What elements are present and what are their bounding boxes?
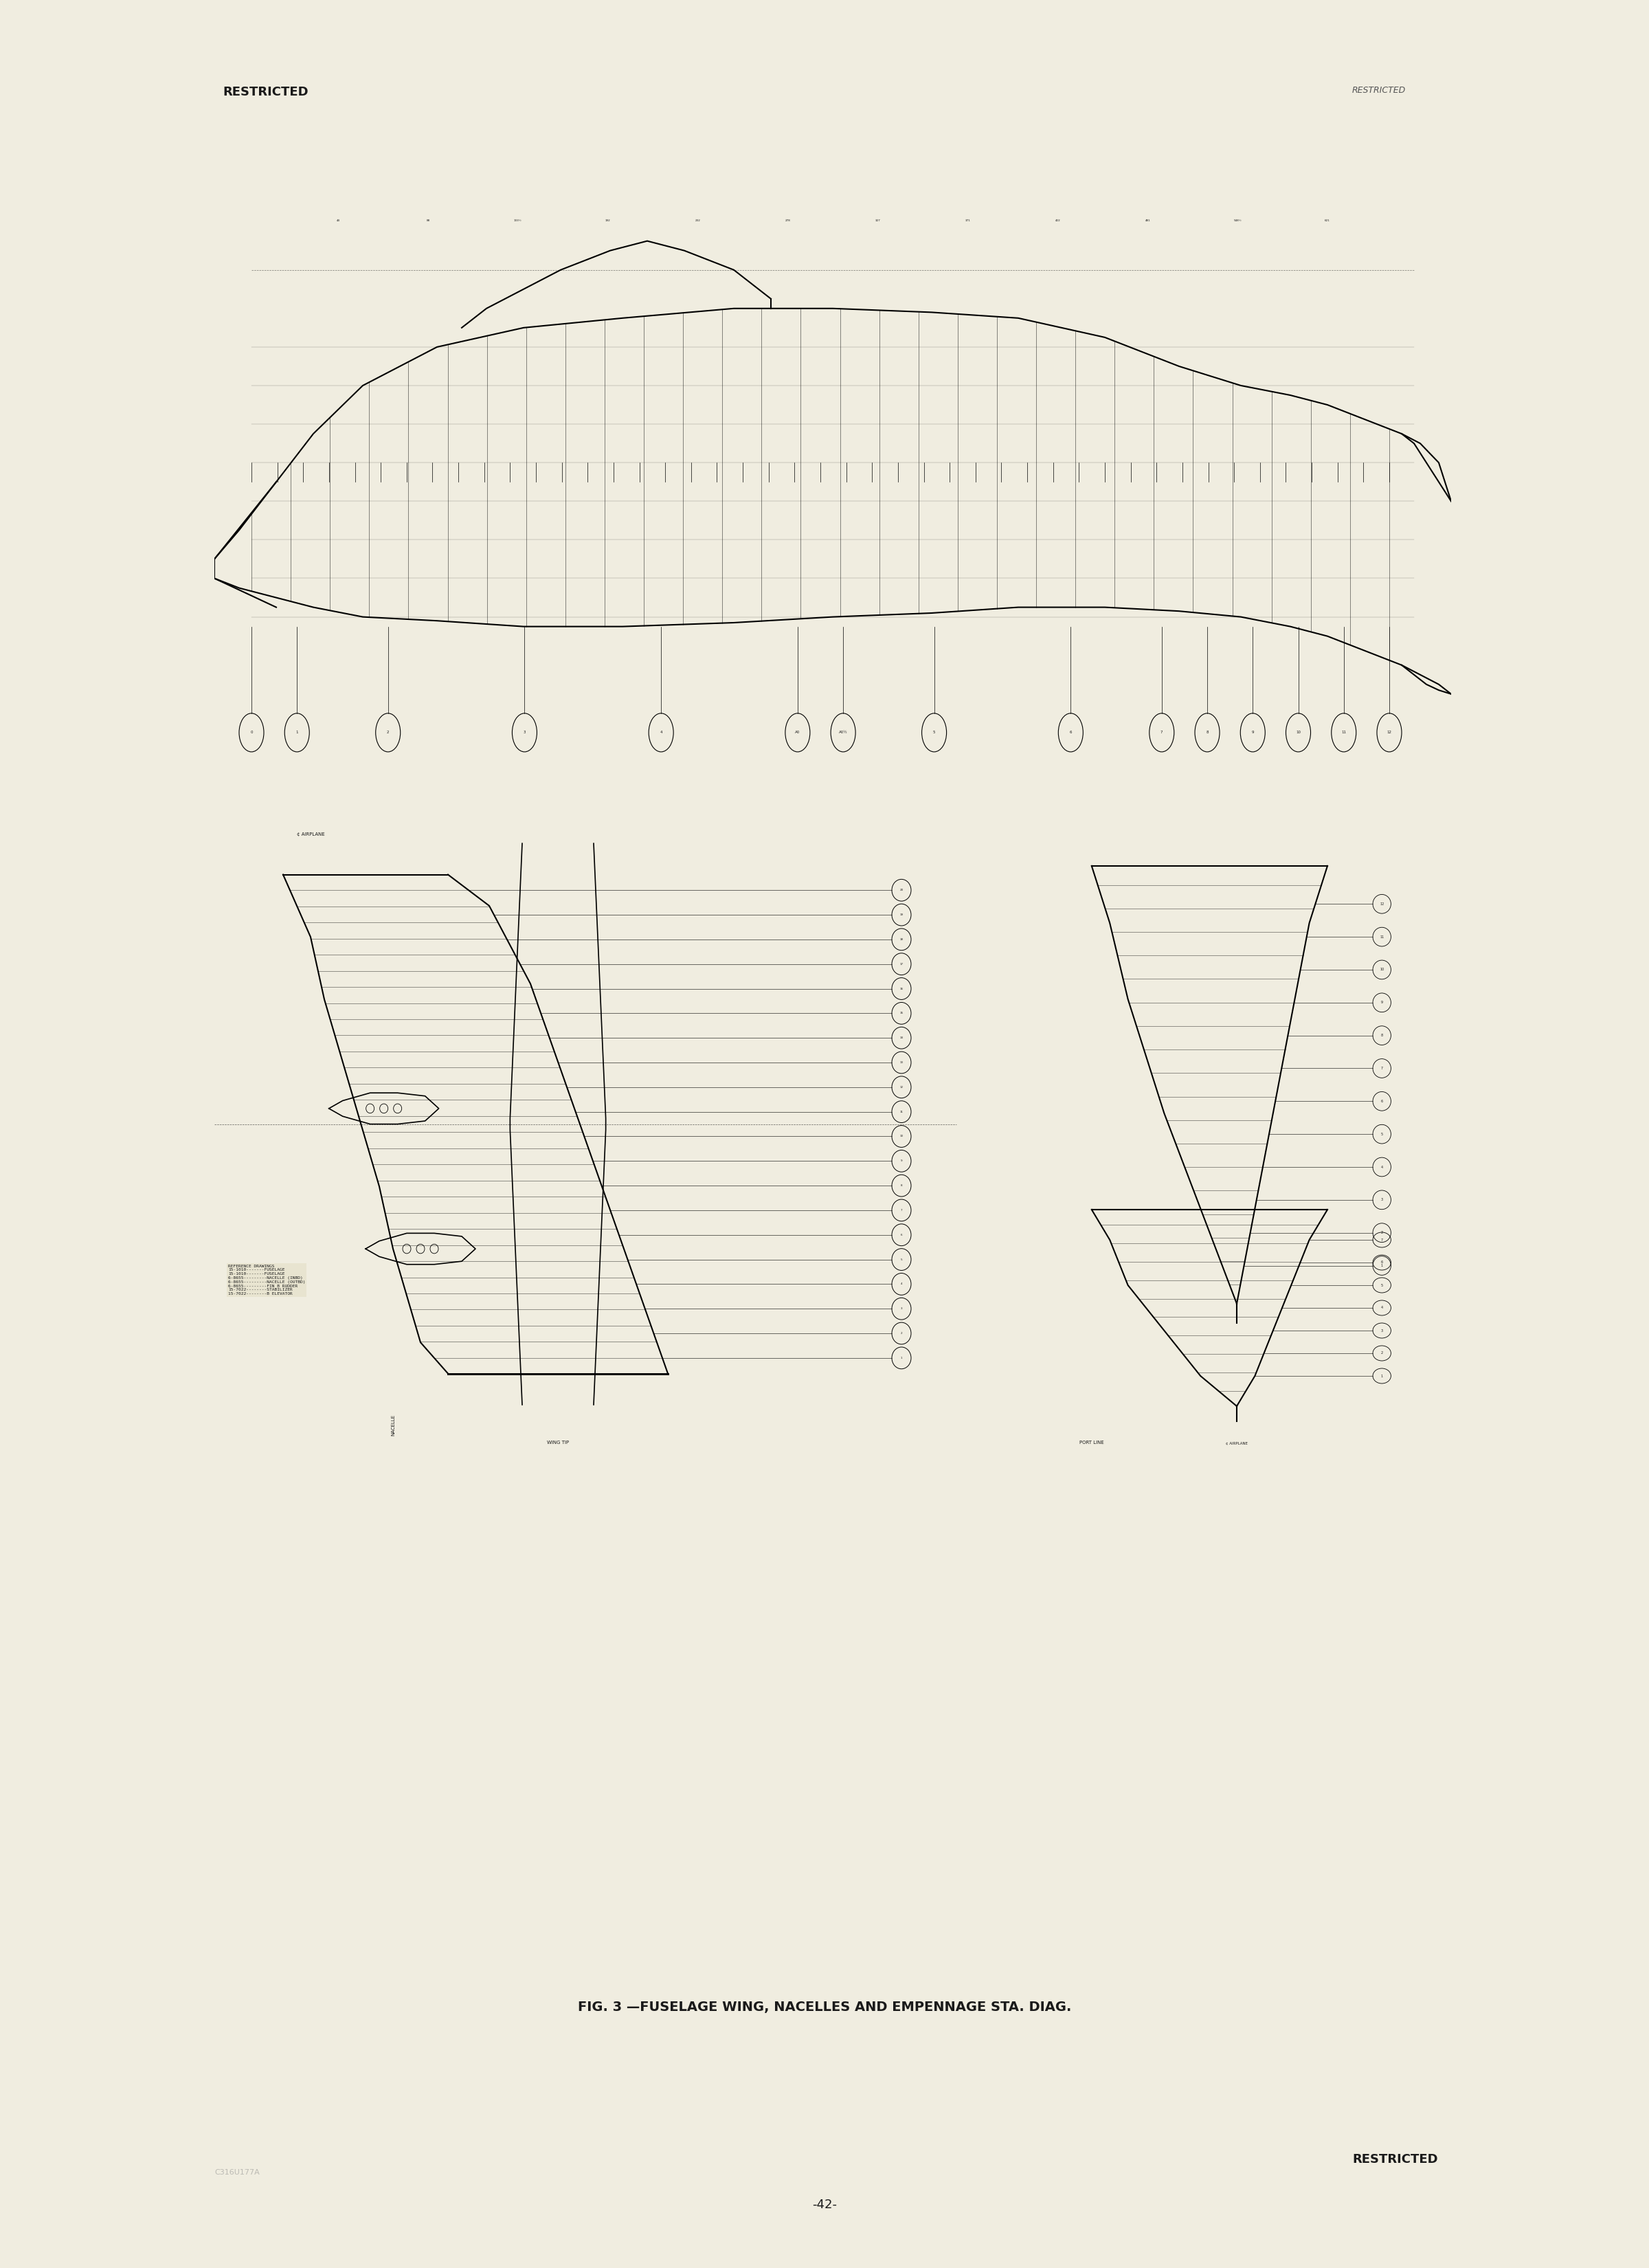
Text: 3: 3: [900, 1306, 902, 1311]
Text: 6: 6: [1070, 730, 1072, 735]
Text: REFERENCE DRAWINGS
15-1010-------FUSELAGE
15-1010-------FUSELAGE
6-8655---------: REFERENCE DRAWINGS 15-1010-------FUSELAG…: [228, 1263, 305, 1295]
Text: 0: 0: [251, 730, 252, 735]
Text: 88: 88: [425, 220, 430, 222]
Text: 5: 5: [1380, 1284, 1384, 1286]
Text: 11: 11: [900, 1111, 904, 1114]
Text: 1: 1: [900, 1356, 902, 1359]
Text: 8: 8: [1380, 1034, 1384, 1036]
Text: ¢ AIRPLANE: ¢ AIRPLANE: [297, 832, 325, 837]
Text: 548½: 548½: [1233, 220, 1242, 222]
Text: 10: 10: [900, 1134, 904, 1139]
Text: 2: 2: [1380, 1352, 1384, 1354]
Text: 10: 10: [1296, 730, 1301, 735]
Text: 10: 10: [1380, 968, 1384, 971]
Text: 9: 9: [1252, 730, 1253, 735]
Text: 11: 11: [1341, 730, 1346, 735]
Text: 232: 232: [696, 220, 701, 222]
Text: 12: 12: [900, 1086, 904, 1089]
Text: 14: 14: [900, 1036, 904, 1039]
Text: C316U177A: C316U177A: [214, 2168, 259, 2177]
Text: NACELLE: NACELLE: [391, 1415, 396, 1436]
Text: 5: 5: [900, 1259, 902, 1261]
Text: 12: 12: [1380, 903, 1384, 905]
Text: 15: 15: [900, 1012, 904, 1014]
Text: 1: 1: [1380, 1263, 1384, 1268]
Text: 7: 7: [1380, 1066, 1384, 1070]
Text: RESTRICTED: RESTRICTED: [223, 86, 308, 98]
Text: 8: 8: [1205, 730, 1209, 735]
Text: 16: 16: [900, 987, 904, 991]
Text: 422: 422: [1055, 220, 1060, 222]
Text: 3: 3: [1380, 1329, 1384, 1331]
Text: 5: 5: [933, 730, 935, 735]
Text: 1: 1: [1380, 1374, 1384, 1377]
Text: 5: 5: [1380, 1132, 1384, 1136]
Text: -42-: -42-: [813, 2198, 838, 2211]
Text: 13: 13: [900, 1061, 904, 1064]
Text: 44: 44: [336, 220, 340, 222]
Text: WING TIP: WING TIP: [547, 1440, 569, 1445]
Text: 327: 327: [876, 220, 881, 222]
Text: A0: A0: [795, 730, 800, 735]
Text: 3: 3: [1380, 1198, 1384, 1202]
Text: 621: 621: [1324, 220, 1331, 222]
Text: 4: 4: [1380, 1166, 1384, 1168]
Text: RESTRICTED: RESTRICTED: [1352, 86, 1407, 95]
Text: 192: 192: [605, 220, 610, 222]
Text: 4: 4: [660, 730, 663, 735]
Text: 6: 6: [1380, 1100, 1384, 1102]
Text: 12: 12: [1387, 730, 1392, 735]
Text: 278: 278: [785, 220, 790, 222]
Text: RESTRICTED: RESTRICTED: [1352, 2152, 1438, 2166]
Text: 9: 9: [1380, 1000, 1384, 1005]
Text: 1: 1: [295, 730, 298, 735]
Text: FIG. 3 —FUSELAGE WING, NACELLES AND EMPENNAGE STA. DIAG.: FIG. 3 —FUSELAGE WING, NACELLES AND EMPE…: [577, 2000, 1072, 2014]
Text: 481: 481: [1144, 220, 1149, 222]
Text: 3: 3: [523, 730, 526, 735]
Text: 11: 11: [1380, 934, 1384, 939]
Text: 4: 4: [900, 1284, 902, 1286]
Text: 18: 18: [900, 939, 904, 941]
Text: 19: 19: [900, 914, 904, 916]
Text: ¢ AIRPLANE: ¢ AIRPLANE: [1225, 1440, 1248, 1445]
Text: PORT LINE: PORT LINE: [1080, 1440, 1103, 1445]
Text: 2: 2: [1380, 1232, 1384, 1234]
Text: 6: 6: [900, 1234, 902, 1236]
Text: 20: 20: [900, 889, 904, 891]
Text: A0½: A0½: [839, 730, 848, 735]
Text: 133½: 133½: [514, 220, 523, 222]
Text: 6: 6: [1380, 1261, 1384, 1263]
Text: 7: 7: [900, 1209, 902, 1211]
Text: 9: 9: [900, 1159, 902, 1163]
Text: 17: 17: [900, 962, 904, 966]
Text: 371: 371: [965, 220, 970, 222]
Text: 7: 7: [1380, 1238, 1384, 1241]
Text: 4: 4: [1380, 1306, 1384, 1309]
Text: 8: 8: [900, 1184, 902, 1186]
Text: 2: 2: [900, 1331, 902, 1336]
Text: 7: 7: [1161, 730, 1163, 735]
Text: 2: 2: [388, 730, 389, 735]
